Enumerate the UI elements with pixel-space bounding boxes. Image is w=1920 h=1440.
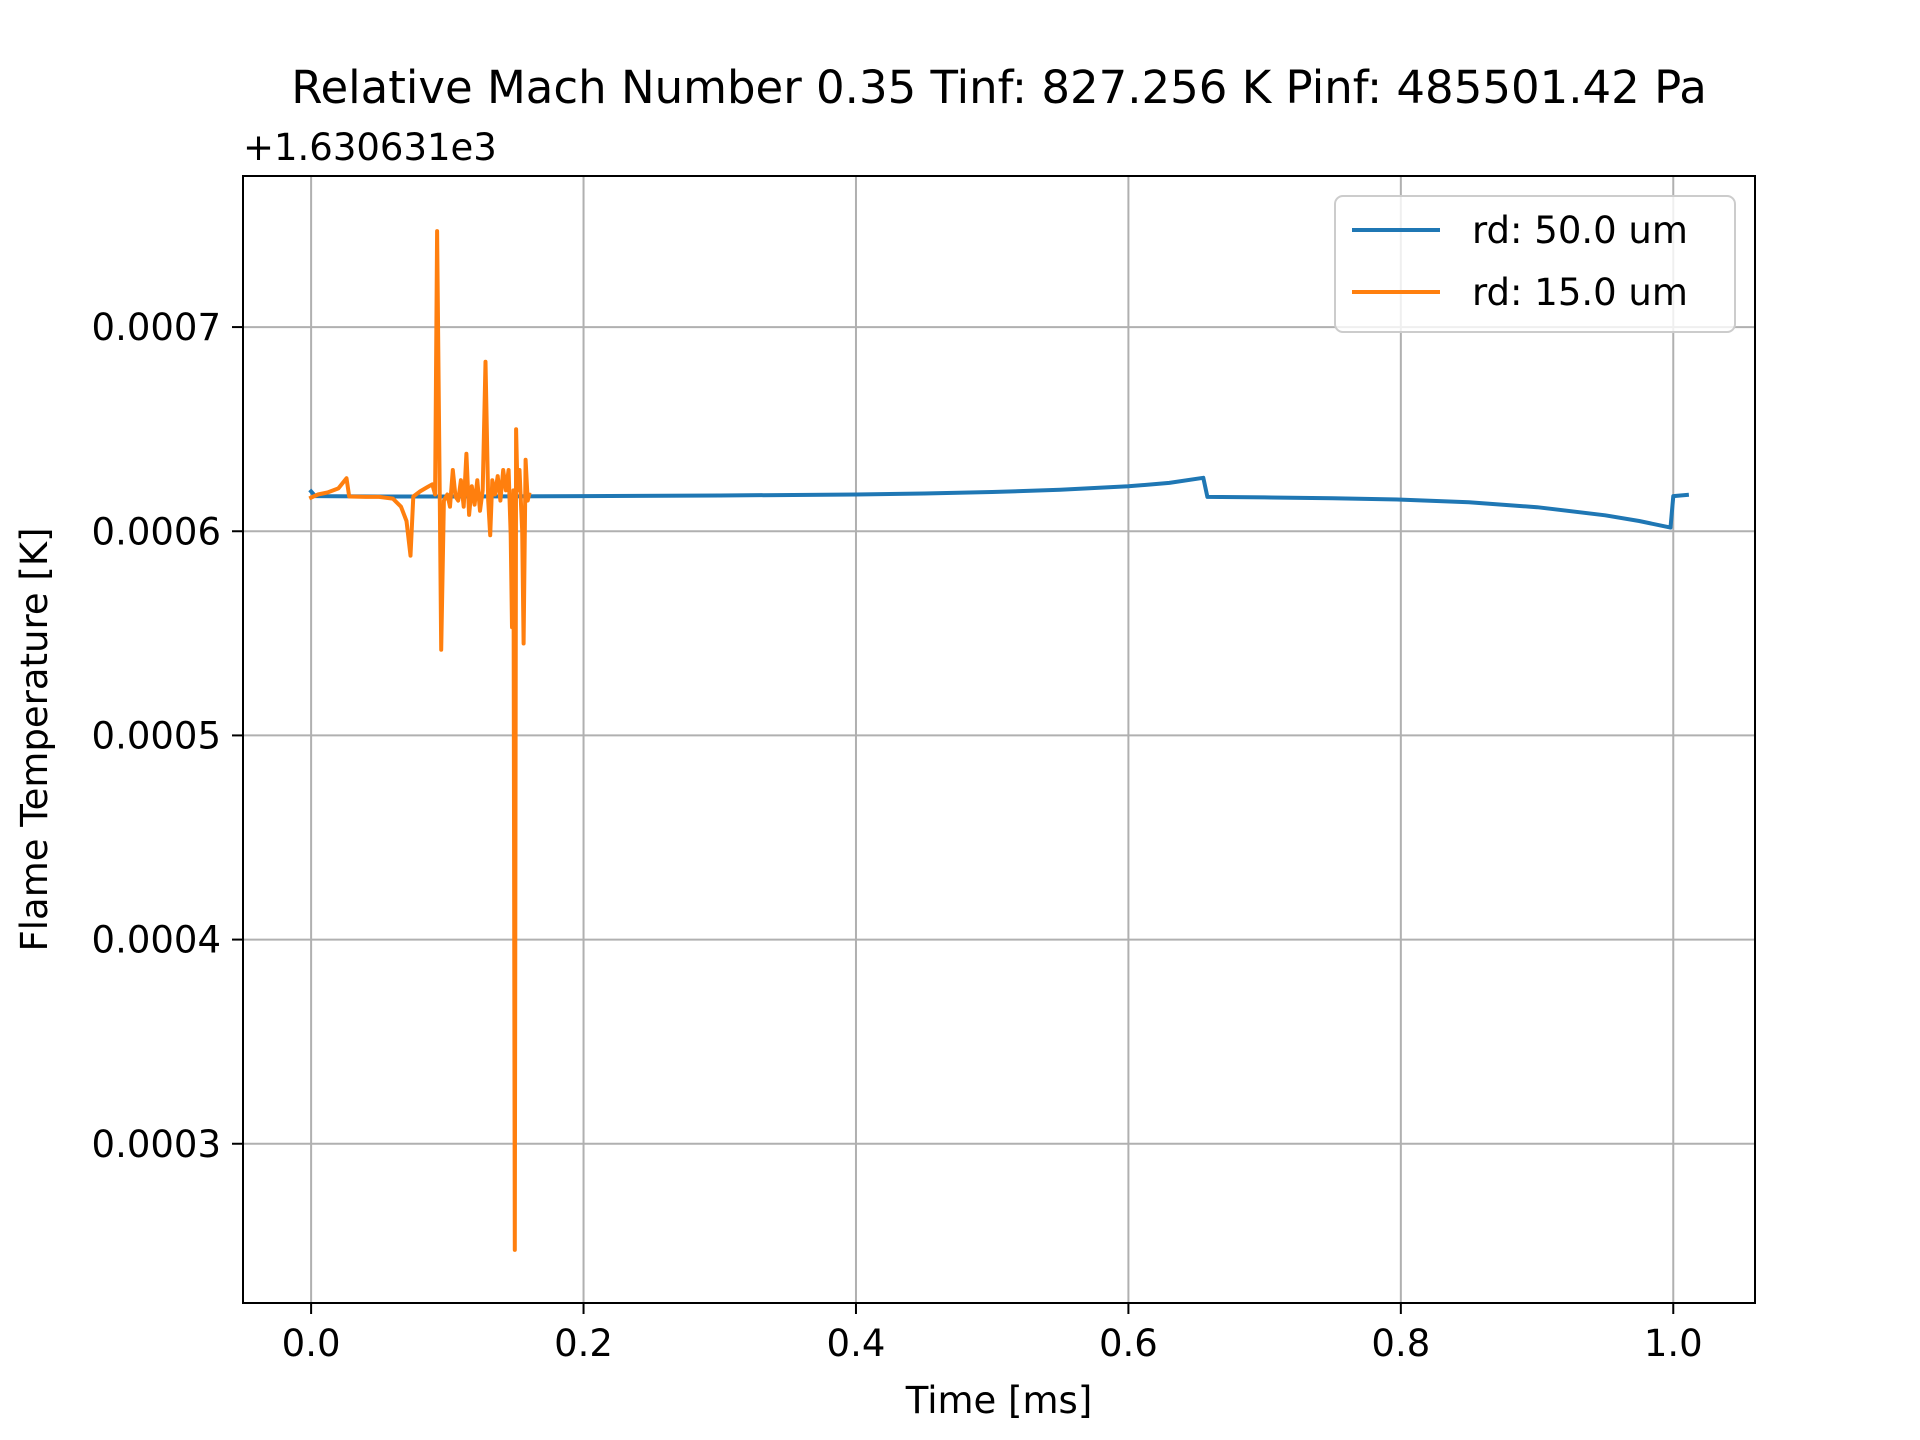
x-axis-label: Time [ms] <box>905 1379 1093 1422</box>
axis-ticks: 0.0 0.2 0.4 0.6 0.8 1.0 0.0003 0.0004 0.0005 0.00… <box>92 306 1703 1365</box>
axes-frame <box>242 175 1756 1304</box>
y-tick-label: 0.0005 <box>92 714 221 757</box>
y-tick-label: 0.0006 <box>92 510 221 553</box>
series-line-2 <box>308 229 532 1252</box>
y-offset-label: +1.630631e3 <box>243 126 497 169</box>
y-tick-label: 0.0007 <box>92 306 221 349</box>
series-line-1 <box>308 475 1690 530</box>
chart-title: Relative Mach Number 0.35 Tinf: 827.256 … <box>291 61 1707 114</box>
x-tick-label: 1.0 <box>1644 1322 1703 1365</box>
x-tick-label: 0.0 <box>282 1322 341 1365</box>
x-tick-label: 0.4 <box>827 1322 886 1365</box>
y-axis-label: Flame Temperature [K] <box>13 527 56 951</box>
x-tick-label: 0.6 <box>1099 1322 1158 1365</box>
y-tick-label: 0.0003 <box>92 1123 221 1166</box>
legend-label-2: rd: 15.0 um <box>1472 271 1688 314</box>
x-tick-label: 0.8 <box>1371 1322 1430 1365</box>
legend: rd: 50.0 um rd: 15.0 um <box>1334 195 1736 333</box>
legend-label-1: rd: 50.0 um <box>1472 209 1688 252</box>
y-tick-label: 0.0004 <box>92 919 221 962</box>
x-tick-label: 0.2 <box>554 1322 613 1365</box>
plot-lines <box>308 229 1690 1252</box>
